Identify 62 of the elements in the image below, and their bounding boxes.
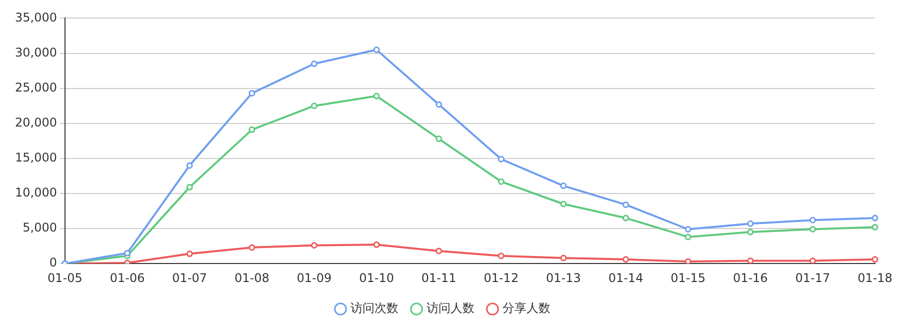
point bbox=[436, 101, 442, 108]
point bbox=[248, 126, 256, 133]
y-tick-label: 0 bbox=[49, 256, 57, 270]
point bbox=[310, 242, 318, 249]
y-tick-label: 10,000 bbox=[14, 186, 57, 200]
x-tick-label: 01-15 bbox=[670, 270, 706, 285]
y-tick-label: 30,000 bbox=[14, 45, 57, 60]
point bbox=[248, 90, 256, 96]
point bbox=[747, 220, 754, 227]
x-tick-label: 01-09 bbox=[296, 270, 332, 285]
point bbox=[560, 254, 567, 262]
legend-label: 分享人数 bbox=[502, 301, 550, 316]
point bbox=[872, 224, 878, 230]
point bbox=[373, 241, 380, 248]
x-tick-label: 01-06 bbox=[110, 270, 145, 285]
x-tick-label: 01-16 bbox=[732, 270, 768, 285]
point bbox=[248, 244, 256, 251]
point bbox=[560, 200, 567, 208]
y-tick-label: 35,000 bbox=[14, 10, 57, 24]
point bbox=[684, 258, 692, 264]
point bbox=[310, 60, 318, 68]
x-tick-label: 01-10 bbox=[359, 270, 394, 285]
point bbox=[373, 46, 380, 53]
point bbox=[809, 258, 816, 264]
point bbox=[498, 252, 504, 260]
point bbox=[684, 226, 692, 232]
point bbox=[747, 258, 754, 264]
point bbox=[186, 162, 193, 169]
point bbox=[747, 228, 754, 236]
point bbox=[872, 256, 878, 263]
point bbox=[124, 250, 131, 256]
point bbox=[436, 248, 442, 254]
point bbox=[310, 102, 318, 110]
point bbox=[622, 256, 630, 263]
x-tick-label: 01-14 bbox=[608, 270, 644, 285]
point bbox=[684, 234, 692, 240]
point bbox=[498, 178, 504, 185]
y-tick-label: 5,000 bbox=[22, 220, 57, 235]
x-tick-label: 01-05 bbox=[48, 270, 82, 285]
x-tick-label: 01-18 bbox=[858, 270, 892, 285]
point bbox=[622, 214, 630, 222]
x-tick-label: 01-17 bbox=[795, 270, 830, 285]
point bbox=[809, 226, 816, 232]
point bbox=[373, 92, 380, 100]
x-tick-label: 01-11 bbox=[421, 270, 456, 285]
legend-label: 访问人数 bbox=[426, 301, 474, 316]
point bbox=[809, 216, 816, 224]
x-tick-label: 01-07 bbox=[172, 270, 208, 285]
x-tick-label: 01-08 bbox=[234, 270, 270, 285]
point bbox=[186, 250, 193, 258]
point bbox=[872, 214, 878, 222]
y-tick-label: 25,000 bbox=[14, 80, 57, 94]
y-tick-label: 20,000 bbox=[14, 115, 57, 130]
point bbox=[622, 201, 630, 208]
legend-label: 访问次数 bbox=[350, 301, 398, 316]
y-tick-label: 15,000 bbox=[14, 150, 57, 165]
point bbox=[436, 136, 442, 142]
x-tick-label: 01-13 bbox=[546, 270, 581, 285]
x-tick-label: 01-12 bbox=[484, 270, 519, 285]
point bbox=[560, 182, 567, 190]
point bbox=[186, 184, 193, 190]
point bbox=[498, 156, 504, 162]
